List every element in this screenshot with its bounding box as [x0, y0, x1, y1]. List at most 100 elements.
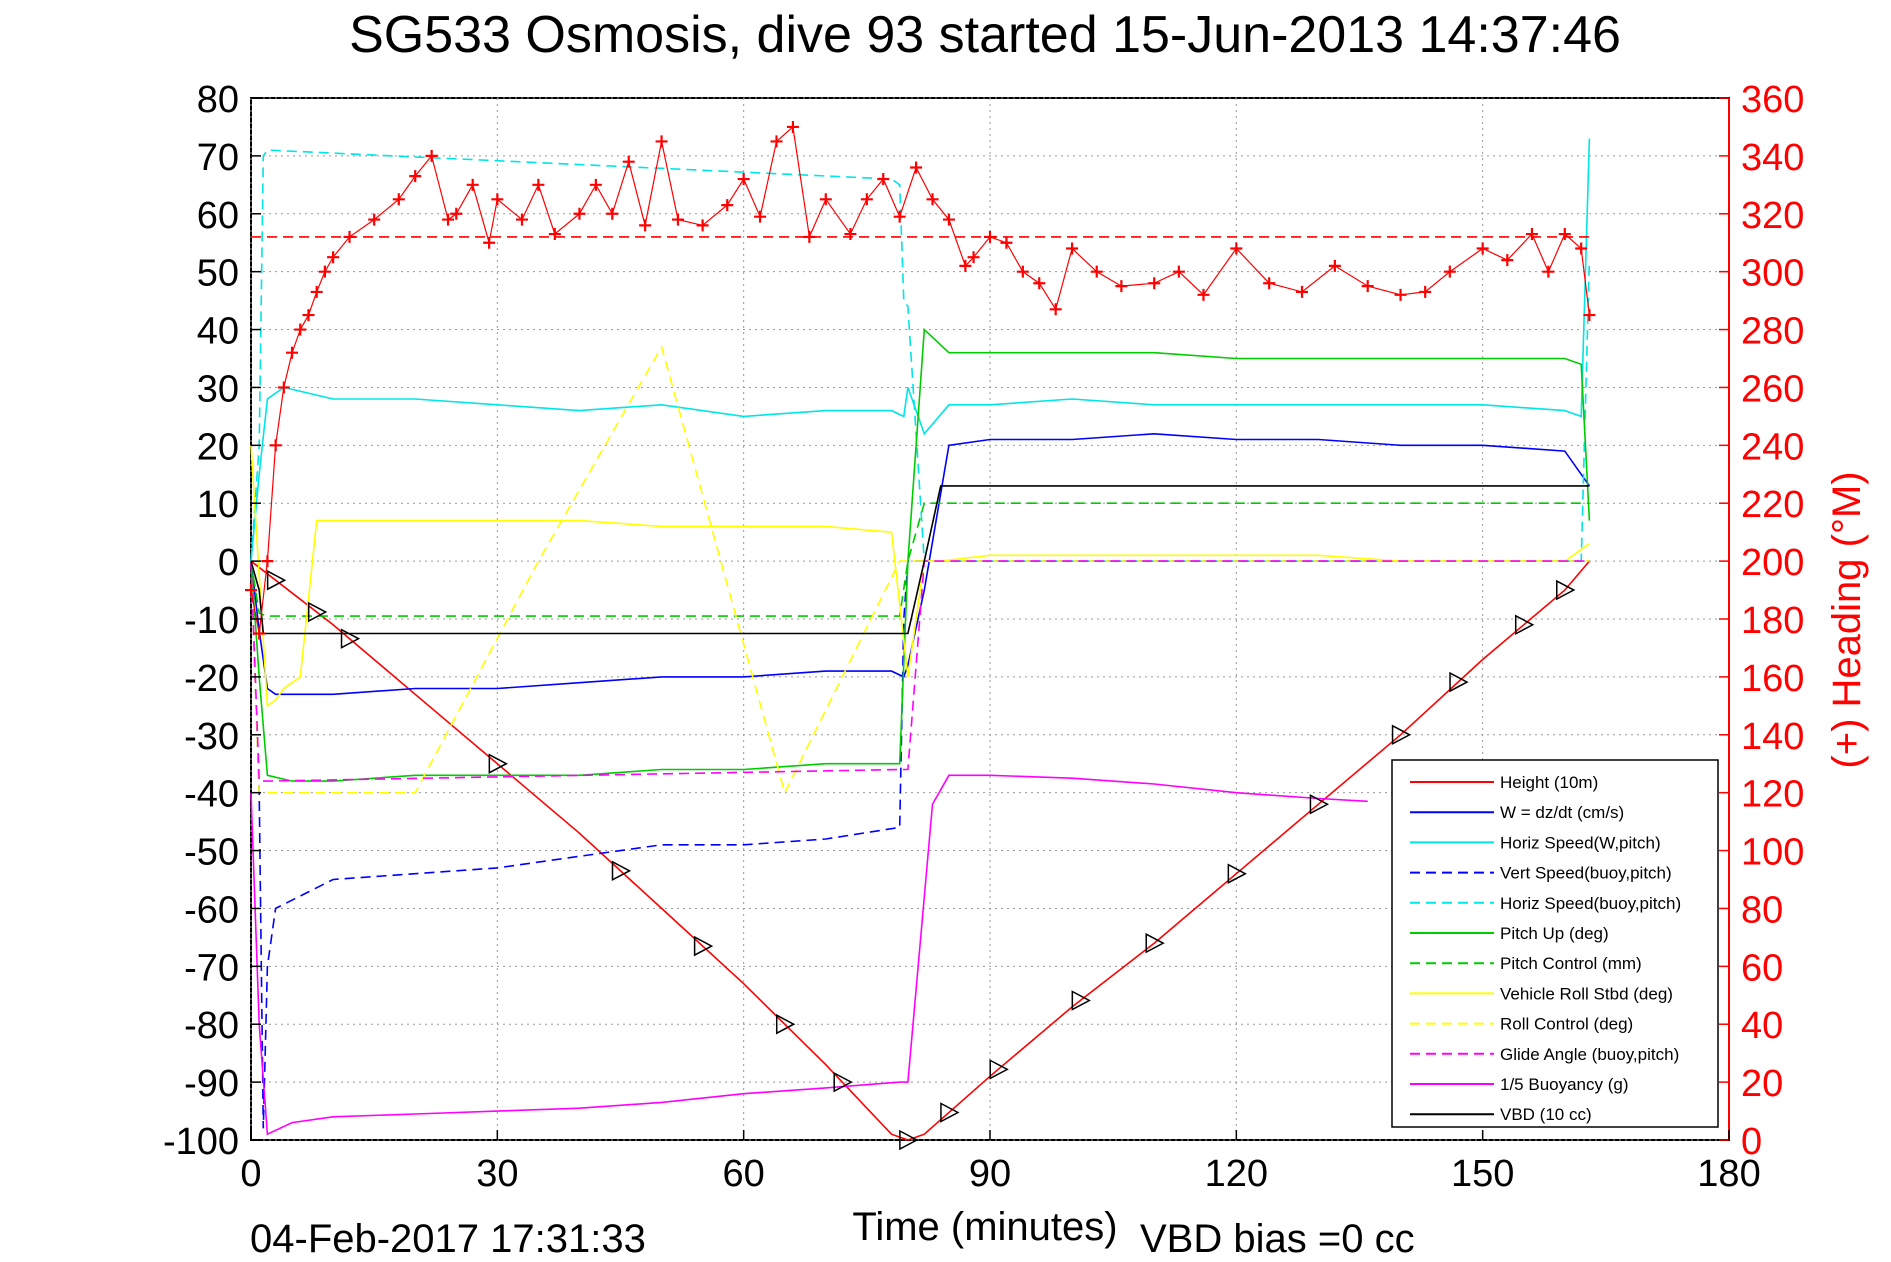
x-tick-label: 150	[1451, 1153, 1514, 1195]
y-tick-label: 20	[197, 426, 239, 468]
depth-marker	[989, 1059, 1009, 1080]
y-right-tick-label: 300	[1741, 253, 1804, 295]
heading-point	[269, 439, 282, 452]
heading-point	[819, 193, 832, 206]
depth-marker	[1391, 724, 1412, 746]
y-right-tick-label: 40	[1741, 1005, 1783, 1047]
heading-point	[1172, 265, 1185, 278]
y-tick-label: -70	[184, 947, 239, 989]
depth-marker	[1514, 614, 1535, 636]
series-line-8	[250, 344, 1590, 795]
series-line-4	[250, 149, 1591, 562]
marker-group	[245, 120, 1596, 1151]
legend: Height (10m) W = dz/dt (cm/s) Horiz Speed(…	[1391, 759, 1719, 1128]
y-tick-label: 50	[197, 253, 239, 295]
heading-point	[786, 120, 799, 133]
heading-point	[1542, 265, 1555, 278]
heading-point	[910, 161, 923, 174]
depth-marker	[1556, 579, 1576, 601]
y-right-tick-label: 60	[1741, 947, 1783, 989]
y-tick-label: 0	[218, 542, 239, 584]
heading-point	[1016, 265, 1029, 278]
series-line-7	[250, 445, 1590, 708]
heading-point	[1394, 288, 1407, 301]
heading-point	[442, 213, 455, 226]
depth-marker	[307, 601, 328, 623]
heading-point	[1230, 242, 1243, 255]
heading-point	[1419, 285, 1432, 298]
y-tick-label: -50	[184, 832, 239, 874]
x-tick-label: 120	[1205, 1153, 1268, 1195]
footer-vbd-bias: VBD bias =0 cc	[1140, 1217, 1415, 1261]
y-axis-left: 80 70 60 50 40 30 20 10 0 -10 -20 -30 -40 -50 -60 -70 -8…	[163, 79, 261, 1163]
y-tick-label: -90	[184, 1063, 239, 1105]
heading-point	[1148, 277, 1161, 290]
x-tick-label: 60	[723, 1153, 765, 1195]
y-right-tick-label: 320	[1741, 195, 1804, 237]
depth-marker	[775, 1013, 796, 1035]
heading-point	[622, 155, 635, 168]
y-tick-label: -30	[184, 716, 239, 758]
x-axis: 0 30 60 90 120 150 180	[240, 1130, 1761, 1195]
heading-point	[860, 193, 873, 206]
legend-label: Vehicle Roll Stbd (deg)	[1500, 984, 1673, 1003]
heading-point	[573, 207, 586, 220]
heading-point	[803, 230, 816, 243]
heading-point	[1443, 265, 1456, 278]
series-line-5	[250, 327, 1591, 782]
y-right-tick-label: 260	[1741, 368, 1804, 410]
x-tick-label: 0	[240, 1153, 261, 1195]
depth-marker	[833, 1071, 853, 1093]
x-tick-label: 30	[476, 1153, 518, 1195]
heading-point	[1066, 242, 1079, 255]
series-line-heading	[250, 125, 1590, 634]
heading-point	[1263, 277, 1276, 290]
y-tick-label: -40	[184, 774, 239, 816]
legend-label: VBD (10 cc)	[1500, 1105, 1592, 1124]
legend-label: Pitch Up (deg)	[1500, 924, 1609, 943]
x-axis-label: Time (minutes)	[852, 1205, 1117, 1249]
legend-label: W = dz/dt (cm/s)	[1500, 803, 1624, 822]
y-right-tick-label: 0	[1741, 1121, 1762, 1163]
heading-point	[1476, 242, 1489, 255]
legend-label: Glide Angle (buoy,pitch)	[1500, 1045, 1679, 1064]
heading-point	[261, 555, 274, 568]
heading-point	[671, 213, 684, 226]
y-right-tick-label: 20	[1741, 1063, 1783, 1105]
heading-point	[1558, 228, 1571, 241]
depth-marker	[488, 753, 508, 774]
heading-point	[392, 193, 405, 206]
legend-label: Horiz Speed(W,pitch)	[1500, 833, 1661, 852]
y-tick-label: 40	[197, 311, 239, 353]
heading-point	[1115, 280, 1128, 293]
y-tick-label: -20	[184, 658, 239, 700]
y-right-tick-label: 220	[1741, 484, 1804, 526]
heading-point	[1090, 265, 1103, 278]
heading-point	[1033, 277, 1046, 290]
depth-marker	[693, 935, 714, 957]
heading-point	[1501, 254, 1514, 267]
footer-date: 04-Feb-2017 17:31:33	[250, 1217, 646, 1261]
legend-label: 1/5 Buoyancy (g)	[1500, 1075, 1629, 1094]
heading-point	[286, 346, 299, 359]
y-tick-label: -80	[184, 1005, 239, 1047]
heading-point	[491, 193, 504, 206]
heading-point	[277, 381, 290, 394]
legend-label: Horiz Speed(buoy,pitch)	[1500, 894, 1681, 913]
heading-point	[515, 213, 528, 226]
y-right-tick-label: 120	[1741, 774, 1804, 816]
y-tick-label: 10	[197, 484, 239, 526]
y-right-tick-label: 160	[1741, 658, 1804, 700]
heading-point	[1296, 285, 1309, 298]
x-tick-label: 180	[1697, 1153, 1760, 1195]
series-line-2	[250, 138, 1591, 562]
heading-point	[318, 265, 331, 278]
heading-point	[368, 213, 381, 226]
heading-point	[942, 213, 955, 226]
y-right-tick-label: 140	[1741, 716, 1804, 758]
y-axis-label-right: (+) Heading (°M)	[1825, 471, 1869, 768]
legend-box	[1391, 759, 1719, 1128]
heading-point	[655, 135, 668, 148]
heading-point	[926, 193, 939, 206]
